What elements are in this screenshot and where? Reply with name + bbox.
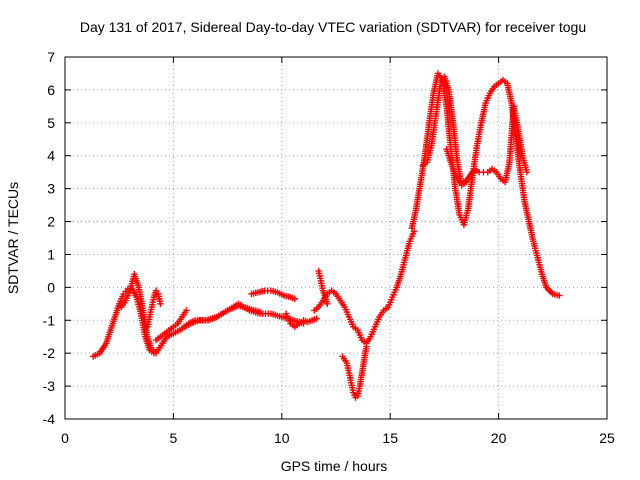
x-tick-label: 0 (61, 430, 69, 446)
data-point-marker (313, 315, 320, 322)
data-point-marker (291, 295, 299, 303)
y-tick-label: -3 (43, 378, 56, 394)
series-arc2 (118, 271, 160, 357)
y-tick-label: 7 (47, 49, 55, 65)
series-arc4 (152, 307, 190, 344)
y-tick-label: -1 (43, 312, 56, 328)
series-arc9 (315, 267, 331, 308)
axis-ticks (64, 56, 608, 420)
y-tick-label: -4 (43, 411, 56, 427)
grid-lines (65, 57, 607, 419)
y-tick-label: 2 (47, 214, 55, 230)
data-point-marker (183, 307, 190, 314)
series-arc5 (181, 302, 264, 331)
y-tick-label: 6 (47, 82, 55, 98)
y-tick-label: 1 (47, 246, 55, 262)
y-axis-label: SDTVAR / TECUs (5, 182, 21, 294)
data-point-marker (556, 292, 563, 299)
y-tick-labels: -4 -3 -2 -1 0 1 2 3 4 5 6 7 (43, 49, 56, 427)
data-point-marker (324, 300, 331, 308)
data-point-marker (256, 308, 264, 316)
series-arc11 (408, 70, 563, 299)
series-arc12 (419, 73, 530, 189)
y-tick-label: 5 (47, 115, 55, 131)
x-tick-label: 5 (170, 430, 178, 446)
chart-title: Day 131 of 2017, Sidereal Day-to-day VTE… (80, 19, 586, 35)
data-point-marker (157, 300, 164, 308)
data-point-marker (152, 287, 160, 294)
series-arc8 (311, 228, 418, 347)
y-tick-label: 3 (47, 181, 55, 197)
data-point-marker (363, 343, 370, 350)
y-tick-label: 4 (47, 148, 55, 164)
data-point-marker (152, 349, 160, 357)
x-tick-label: 15 (382, 430, 398, 446)
data-point-marker (469, 168, 476, 176)
x-tick-labels: 0 5 10 15 20 25 (61, 430, 615, 446)
series-arc13 (443, 145, 476, 186)
y-tick-label: -2 (43, 345, 56, 361)
x-axis-label: GPS time / hours (281, 458, 388, 474)
x-tick-label: 20 (491, 430, 507, 446)
series-arc6 (248, 287, 299, 303)
series-arc10 (339, 343, 370, 401)
data-point-marker (410, 228, 418, 235)
data-points (89, 70, 563, 401)
series-arc1 (89, 285, 307, 360)
x-tick-label: 10 (274, 430, 290, 446)
y-tick-label: 0 (47, 279, 55, 295)
plot-frame (64, 56, 608, 420)
series-arc7 (282, 310, 320, 331)
x-tick-label: 25 (599, 430, 615, 446)
series-arc3 (144, 287, 164, 331)
data-point-marker (523, 168, 530, 176)
